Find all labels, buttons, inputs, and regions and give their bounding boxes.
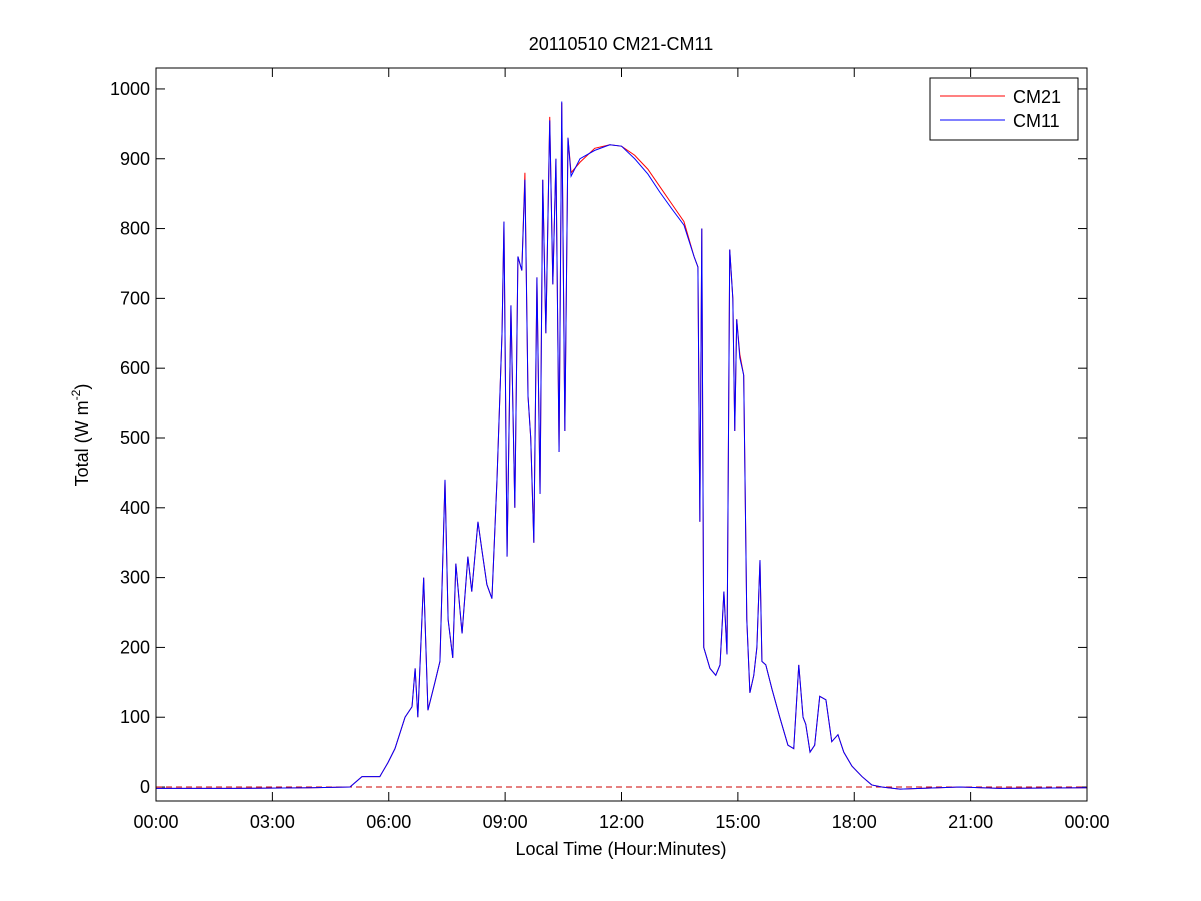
y-label-text: Total (W m — [72, 400, 92, 486]
x-tick-label: 18:00 — [832, 812, 877, 832]
legend-label: CM21 — [1013, 87, 1061, 107]
y-tick-label: 0 — [140, 777, 150, 797]
y-tick-label: 900 — [120, 149, 150, 169]
x-axis-label: Local Time (Hour:Minutes) — [515, 839, 726, 859]
y-label-text: ) — [72, 384, 92, 390]
x-tick-label: 21:00 — [948, 812, 993, 832]
y-tick-label: 100 — [120, 707, 150, 727]
y-tick-label: 400 — [120, 498, 150, 518]
axes-box — [155, 67, 1088, 802]
x-tick-label: 06:00 — [366, 812, 411, 832]
y-tick-label: 1000 — [110, 79, 150, 99]
y-tick-label: 500 — [120, 428, 150, 448]
legend-box — [929, 77, 1079, 141]
chart-title: 20110510 CM21-CM11 — [529, 34, 713, 54]
legend-label: CM11 — [1013, 111, 1060, 131]
y-tick-label: 600 — [120, 358, 150, 378]
y-tick-label: 800 — [120, 219, 150, 239]
x-tick-label: 12:00 — [599, 812, 644, 832]
x-tick-label: 15:00 — [715, 812, 760, 832]
y-axis-label: Total (W m-2) — [69, 384, 92, 487]
x-tick-label: 09:00 — [483, 812, 528, 832]
y-label-superscript: -2 — [69, 389, 83, 400]
y-tick-label: 200 — [120, 637, 150, 657]
x-tick-label: 03:00 — [250, 812, 295, 832]
y-tick-label: 300 — [120, 568, 150, 588]
y-tick-label: 700 — [120, 288, 150, 308]
x-tick-label: 00:00 — [1064, 812, 1109, 832]
x-tick-label: 00:00 — [133, 812, 178, 832]
data-line — [156, 101, 1088, 790]
